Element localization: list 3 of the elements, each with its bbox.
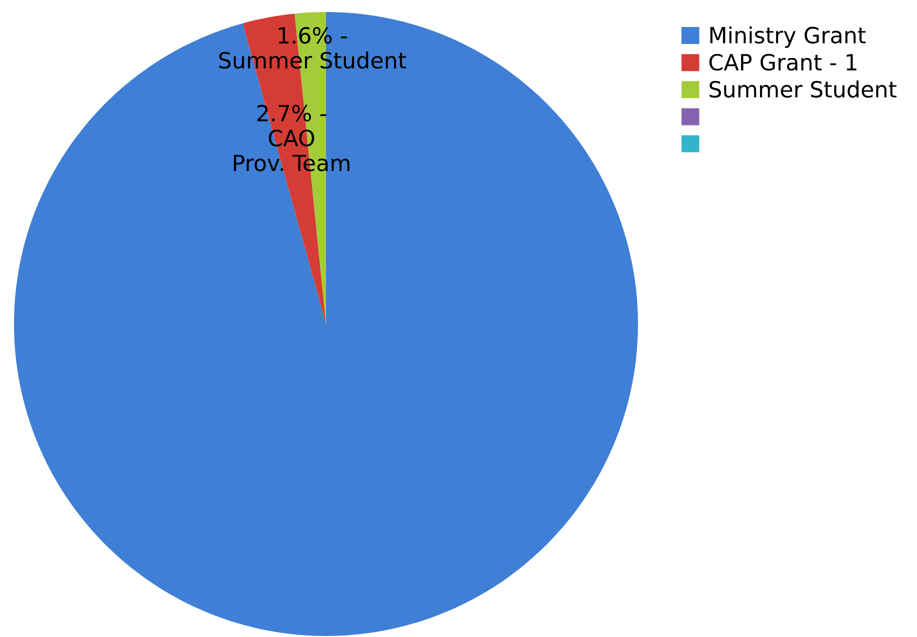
legend-label: Ministry Grant: [710, 26, 866, 48]
legend-label: Summer Student: [710, 80, 896, 98]
legend-label: CAP Grant - 1: [709, 54, 856, 71]
